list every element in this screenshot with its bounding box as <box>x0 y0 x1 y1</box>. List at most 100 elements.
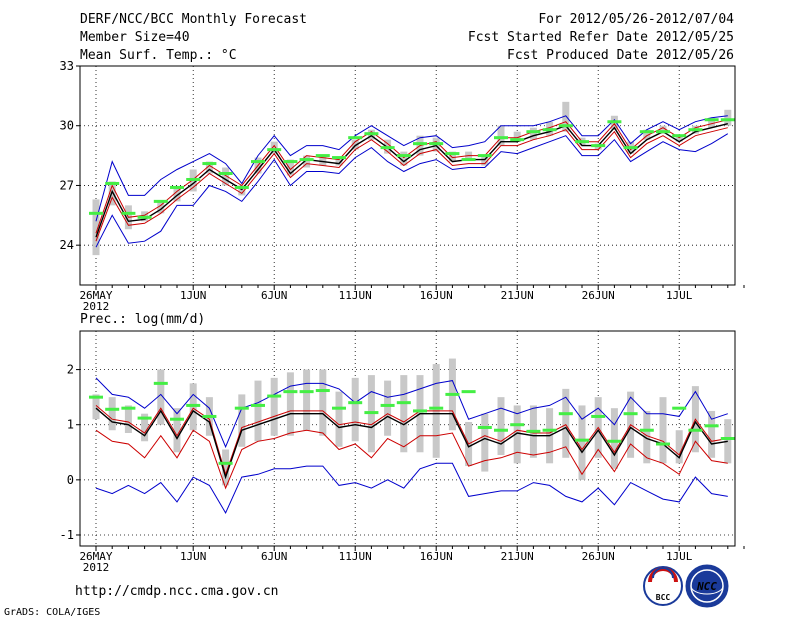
ensemble-mean-mark <box>299 390 314 394</box>
ensemble-mean-mark <box>672 134 687 138</box>
ensemble-mean-mark <box>105 181 120 185</box>
x-tick-label: 26JUN <box>582 550 615 563</box>
series-line-mean <box>95 407 728 480</box>
ensemble-mean-mark <box>558 124 573 128</box>
ensemble-mean-mark <box>202 162 217 166</box>
ensemble-spread-bar <box>108 397 116 431</box>
ensemble-spread-bar <box>222 449 230 486</box>
series-line-red_lower <box>95 429 728 490</box>
y-tick-label: 24 <box>60 238 74 252</box>
ensemble-spread-bar <box>400 151 408 166</box>
x-tick-label: 6JUN <box>261 550 288 563</box>
ncc-logo: NCC <box>685 564 729 608</box>
ensemble-mean-mark <box>591 144 606 148</box>
series-line-lower <box>95 133 729 248</box>
ensemble-spread-bar <box>724 109 732 126</box>
x-tick-label: 11JUN <box>339 289 372 302</box>
series-line-red_lower <box>95 127 728 242</box>
ensemble-mean-mark <box>639 130 654 134</box>
source-url[interactable]: http://cmdp.ncc.cma.gov.cn <box>75 584 279 599</box>
ensemble-spread-bar <box>335 391 343 447</box>
x-tick-label: 1JUN <box>180 550 207 563</box>
ensemble-spread-bar <box>238 185 246 196</box>
ensemble-mean-mark <box>170 417 184 421</box>
ensemble-spread-bar <box>481 155 489 166</box>
ensemble-mean-mark <box>575 140 589 144</box>
ensemble-spread-bar <box>659 397 667 464</box>
ensemble-mean-mark <box>186 403 201 407</box>
ensemble-spread-bar <box>270 377 278 436</box>
ensemble-spread-bar <box>157 201 165 214</box>
y-tick-label: 1 <box>67 418 74 432</box>
y-tick-label: -1 <box>60 528 74 542</box>
ensemble-mean-mark <box>575 438 589 442</box>
series-line-red_upper <box>95 405 728 476</box>
ensemble-spread-bar <box>92 199 100 256</box>
y-tick-label: 0 <box>67 473 74 487</box>
ensemble-mean-mark <box>170 185 184 189</box>
ensemble-spread-bar <box>254 380 262 442</box>
ensemble-mean-mark <box>283 160 298 164</box>
grads-credit: GrADS: COLA/IGES <box>4 607 100 618</box>
ensemble-mean-mark <box>283 390 298 394</box>
ensemble-mean-mark <box>121 406 136 410</box>
ensemble-mean-mark <box>315 154 330 158</box>
ensemble-spread-bar <box>238 394 246 447</box>
series-line-red_upper <box>95 119 728 234</box>
ensemble-spread-bar <box>141 413 149 442</box>
y-tick-label: 33 <box>60 59 74 73</box>
ensemble-mean-mark <box>510 423 525 427</box>
ensemble-mean-mark <box>364 411 379 415</box>
ensemble-mean-mark <box>623 412 638 416</box>
ensemble-spread-bar <box>157 369 165 425</box>
ensemble-spread-bar <box>303 155 311 168</box>
series-line-upper <box>95 377 728 449</box>
ensemble-spread-bar <box>384 380 392 436</box>
x-tick-label: 21JUN <box>501 289 534 302</box>
ensemble-mean-mark <box>429 142 444 146</box>
ensemble-spread-bar <box>173 187 181 202</box>
ensemble-mean-mark <box>251 160 265 164</box>
ensemble-mean-mark <box>672 406 687 410</box>
ensemble-spread-bar <box>481 413 489 472</box>
ensemble-mean-mark <box>526 130 541 134</box>
ensemble-mean-mark <box>542 128 557 132</box>
member-size: Member Size=40 <box>80 30 190 45</box>
ensemble-mean-mark <box>153 381 168 385</box>
ensemble-mean-mark <box>234 185 249 189</box>
ensemble-spread-bar <box>659 125 667 134</box>
ensemble-mean-mark <box>413 409 427 413</box>
ensemble-mean-mark <box>461 390 476 394</box>
forecast-period: For 2012/05/26-2012/07/04 <box>538 12 734 27</box>
x-tick-label: 26JUN <box>582 289 615 302</box>
ensemble-mean-mark <box>510 138 525 142</box>
ensemble-mean-mark <box>137 215 152 219</box>
ensemble-mean-mark <box>251 403 265 407</box>
series-line-upper <box>95 115 728 222</box>
ensemble-mean-mark <box>396 154 411 158</box>
ensemble-mean-mark <box>153 199 168 203</box>
ensemble-mean-mark <box>202 414 217 418</box>
ensemble-mean-mark <box>348 401 363 405</box>
ensemble-mean-mark <box>688 428 703 432</box>
ensemble-mean-mark <box>267 394 282 398</box>
ensemble-spread-bar <box>270 141 278 154</box>
ensemble-mean-mark <box>607 120 622 124</box>
ensemble-mean-mark <box>639 428 654 432</box>
ensemble-spread-bar <box>92 394 100 420</box>
chart-title: DERF/NCC/BCC Monthly Forecast <box>80 12 307 27</box>
ensemble-mean-mark <box>461 158 476 162</box>
x-tick-year-label: 2012 <box>83 561 110 574</box>
ensemble-mean-mark <box>607 439 622 443</box>
y-tick-label: 27 <box>60 178 74 192</box>
ensemble-mean-mark <box>720 118 735 122</box>
ensemble-mean-mark <box>105 407 120 411</box>
ensemble-mean-mark <box>477 154 492 158</box>
ensemble-spread-bar <box>124 405 132 433</box>
ensemble-mean-mark <box>688 128 703 132</box>
ensemble-spread-bar <box>724 419 732 464</box>
ensemble-spread-bar <box>448 151 456 162</box>
ensemble-mean-mark <box>380 146 395 150</box>
